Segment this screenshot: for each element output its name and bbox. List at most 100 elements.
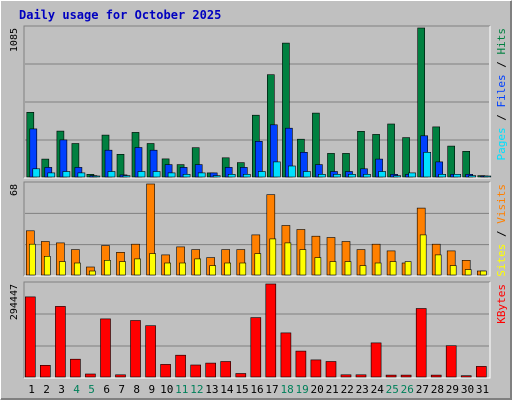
bar-pages-22 [348,174,356,178]
x-tick-label: 18 [280,383,293,396]
bar-kbytes-9 [145,325,156,378]
bar-pages-12 [197,172,206,178]
legend-entry-files: Files [495,74,508,107]
x-tick-label: 12 [190,383,203,396]
y-max-label: 294447 [9,284,20,320]
legend: Pages / Files / Hits [495,28,508,161]
bar-kbytes-10 [160,364,171,378]
legend: Sites / Visits [495,184,508,277]
bar-pages-27 [423,152,432,178]
x-tick-label: 24 [371,383,385,396]
bar-sites-12 [194,258,201,276]
y-max-label: 1085 [9,28,20,52]
x-tick-label: 8 [133,383,140,396]
bar-sites-31 [479,270,487,276]
legend-entry-kbytes: KBytes [495,284,508,324]
x-tick-label: 5 [88,383,95,396]
bar-pages-17 [272,161,281,178]
bar-kbytes-17 [265,283,277,378]
bar-hits-26 [402,137,410,178]
x-tick-label: 27 [416,383,429,396]
bar-kbytes-14 [220,361,231,378]
bar-pages-11 [182,174,191,178]
bar-hits-29 [447,145,456,178]
x-tick-label: 30 [461,383,474,396]
bar-sites-11 [179,262,186,276]
bar-pages-3 [62,171,71,178]
panel-1: 1085 Pages / Files / Hits [9,25,508,179]
bar-pages-8 [137,171,146,178]
bar-kbytes-19 [295,350,307,378]
x-tick-label: 15 [235,383,248,396]
x-tick-label: 1 [28,383,35,396]
x-tick-label: 29 [446,383,459,396]
bar-kbytes-5 [85,373,96,378]
legend-entry-hits: Hits [495,28,508,55]
bar-pages-6 [107,171,116,178]
x-tick-label: 3 [58,383,65,396]
bar-sites-27 [419,234,427,276]
x-tick-label: 17 [265,383,278,396]
bar-kbytes-22 [340,374,352,378]
bar-hits-25 [387,123,395,178]
panel-border-dark [23,25,490,178]
bar-sites-28 [434,254,442,276]
bar-kbytes-12 [190,364,201,378]
bar-sites-23 [359,265,367,276]
bar-kbytes-21 [325,361,337,378]
bar-pages-28 [438,174,447,178]
bar-pages-1 [32,168,41,178]
legend-separator: / [495,108,508,128]
bar-sites-10 [164,262,171,276]
bar-pages-19 [303,171,311,178]
legend-entry-pages: Pages [495,127,508,160]
bar-pages-15 [243,174,251,178]
bar-kbytes-3 [55,306,66,378]
bar-sites-6 [104,259,111,276]
legend-entry-sites: Sites [495,244,508,277]
bar-pages-4 [77,172,86,178]
legend-separator: / [495,55,508,75]
legend-entry-visits: Visits [495,184,508,224]
bar-sites-25 [389,261,397,276]
bar-sites-9 [149,253,156,276]
x-tick-label: 20 [310,383,323,396]
x-tick-label: 11 [175,383,188,396]
panel-border-light [24,182,491,277]
legend: KBytes [495,284,508,324]
x-tick-label: 28 [431,383,444,396]
x-tick-label: 9 [148,383,155,396]
bar-pages-20 [318,174,326,178]
bar-kbytes-29 [445,345,457,378]
panel-border-light [24,282,491,379]
bar-sites-18 [284,242,292,276]
bar-pages-13 [212,175,221,178]
bar-pages-9 [152,171,161,178]
x-tick-label: 6 [103,383,110,396]
bar-kbytes-13 [205,362,216,378]
bar-sites-1 [28,243,36,276]
bar-kbytes-8 [130,320,141,378]
bar-kbytes-18 [280,332,292,378]
chart-panels: 1085 Pages / Files / Hits 68 Sites / Visits… [9,25,508,379]
bar-sites-17 [269,238,277,276]
bar-pages-25 [393,175,401,178]
bar-sites-24 [374,262,382,276]
bar-pages-26 [408,172,416,178]
x-tick-label: 10 [160,383,173,396]
bar-kbytes-26 [400,374,412,378]
bar-pages-21 [333,174,341,178]
bar-sites-19 [299,249,307,276]
panel-border-dark [23,181,490,276]
x-tick-label: 14 [220,383,234,396]
bar-sites-29 [449,265,457,276]
bar-kbytes-15 [235,373,247,378]
bar-sites-8 [134,258,141,276]
bar-kbytes-2 [39,364,51,378]
x-tick-label: 16 [250,383,263,396]
bar-pages-18 [288,165,296,178]
bar-kbytes-20 [310,359,322,378]
bar-pages-31 [483,175,492,178]
bar-sites-3 [59,261,66,276]
